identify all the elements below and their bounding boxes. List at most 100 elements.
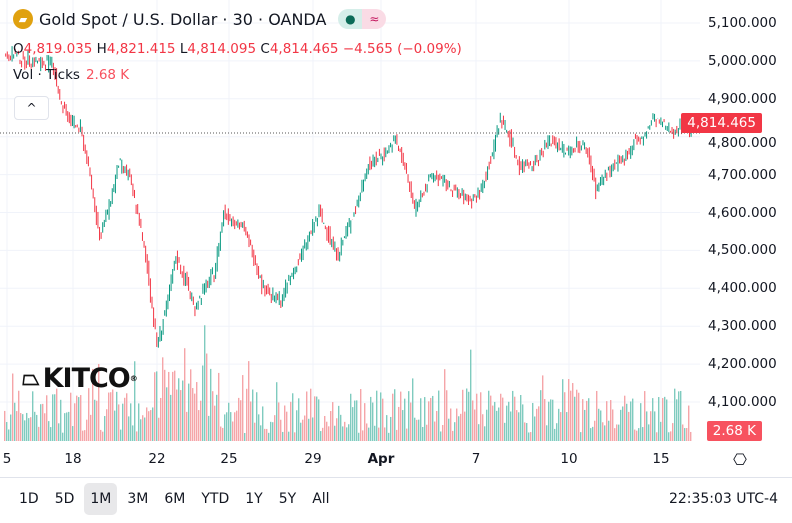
- watermark-text: KITCO: [42, 363, 131, 394]
- volume-bar: [630, 401, 632, 441]
- volume-bar: [202, 365, 204, 441]
- volume-bar: [330, 411, 332, 441]
- volume-bar: [154, 372, 156, 441]
- volume-bar: [466, 388, 468, 441]
- volume-bar: [314, 396, 316, 441]
- volume-bar: [246, 388, 248, 441]
- volume-bar: [78, 397, 80, 441]
- volume-bar: [348, 424, 350, 441]
- range-5y[interactable]: 5Y: [278, 491, 297, 507]
- volume-bar: [258, 414, 260, 441]
- collapse-legend-button[interactable]: ^: [14, 96, 49, 120]
- x-tick-label: 29: [304, 451, 322, 467]
- volume-bar: [54, 394, 56, 441]
- volume-bar: [328, 426, 330, 441]
- volume-bar: [346, 427, 348, 441]
- volume-bar: [62, 432, 64, 441]
- volume-bar: [578, 392, 580, 441]
- volume-bar: [92, 368, 94, 441]
- volume-bar: [648, 424, 650, 441]
- volume-bar: [434, 421, 436, 441]
- volume-bar: [162, 357, 164, 441]
- volume-bar: [340, 414, 342, 441]
- volume-bar: [174, 370, 176, 441]
- volume-bar: [486, 409, 488, 441]
- volume-bar: [164, 369, 166, 441]
- volume-bar: [300, 422, 302, 441]
- range-6m[interactable]: 6M: [164, 491, 186, 507]
- range-1d[interactable]: 1D: [19, 491, 39, 507]
- volume-bar: [120, 429, 122, 441]
- volume-bar: [368, 427, 370, 441]
- volume-bar: [166, 387, 168, 441]
- range-1m[interactable]: 1M: [84, 483, 118, 515]
- volume-bar: [100, 429, 102, 441]
- volume-bar: [378, 427, 380, 441]
- volume-bar: [592, 426, 594, 441]
- volume-bar: [80, 395, 82, 441]
- volume-bar: [400, 391, 402, 441]
- volume-bar: [580, 432, 582, 441]
- volume-bar: [52, 394, 54, 441]
- volume-bar: [278, 402, 280, 441]
- volume-bar: [284, 405, 286, 441]
- range-1y[interactable]: 1Y: [245, 491, 263, 507]
- volume-bar: [526, 423, 528, 441]
- clock[interactable]: 22:35:03 UTC-4: [668, 491, 778, 507]
- volume-bar: [576, 389, 578, 441]
- volume-bar: [394, 389, 396, 441]
- volume-bar: [234, 412, 236, 441]
- volume-bar: [288, 431, 290, 441]
- volume-bar: [634, 429, 636, 441]
- volume-bar: [216, 394, 218, 441]
- volume-bar: [102, 431, 104, 441]
- range-all[interactable]: All: [312, 491, 330, 507]
- volume-bar: [560, 412, 562, 441]
- volume-bar: [468, 391, 470, 441]
- settings-icon[interactable]: ⎔: [733, 450, 747, 469]
- volume-bar: [476, 393, 478, 441]
- volume-bar: [622, 406, 624, 441]
- volume-bar: [620, 409, 622, 441]
- volume-bar: [140, 419, 142, 441]
- volume-bar: [194, 393, 196, 441]
- volume-bar: [550, 399, 552, 441]
- volume-bar: [74, 403, 76, 441]
- volume-label: Vol · Ticks: [13, 67, 80, 83]
- volume-bar: [424, 397, 426, 441]
- symbol-title[interactable]: Gold Spot / U.S. Dollar · 30 · OANDA: [39, 9, 327, 29]
- y-tick-label: 4,200.000: [708, 356, 777, 373]
- y-tick-label: 4,600.000: [708, 204, 777, 221]
- volume-bar: [8, 429, 10, 441]
- volume-bar: [178, 378, 180, 441]
- volume-bar: [540, 390, 542, 441]
- volume-bar: [38, 426, 40, 441]
- volume-bar: [272, 422, 274, 441]
- price-chart[interactable]: [0, 0, 792, 478]
- volume-bar: [606, 401, 608, 441]
- range-3m[interactable]: 3M: [127, 491, 149, 507]
- volume-bar: [644, 391, 646, 441]
- volume-bar: [490, 395, 492, 441]
- volume-bar: [598, 408, 600, 441]
- volume-bar: [570, 390, 572, 441]
- market-status-badge[interactable]: ● ≈: [338, 9, 387, 29]
- volume-bar: [502, 397, 504, 441]
- volume-bar: [688, 405, 690, 441]
- volume-bar: [530, 432, 532, 441]
- volume-bar: [270, 421, 272, 441]
- range-ytd[interactable]: YTD: [201, 491, 230, 507]
- volume-bar: [342, 426, 344, 441]
- volume-bar: [110, 392, 112, 441]
- volume-bar: [626, 403, 628, 441]
- volume-bar: [310, 388, 312, 441]
- volume-bar: [406, 428, 408, 441]
- range-5d[interactable]: 5D: [54, 491, 75, 507]
- volume-bar: [632, 398, 634, 441]
- volume-tag: 2.68 K: [706, 421, 762, 441]
- volume-bar: [488, 390, 490, 441]
- volume-bar: [60, 399, 62, 441]
- volume-bar: [104, 416, 106, 441]
- volume-bar: [586, 400, 588, 441]
- volume-bar: [680, 390, 682, 441]
